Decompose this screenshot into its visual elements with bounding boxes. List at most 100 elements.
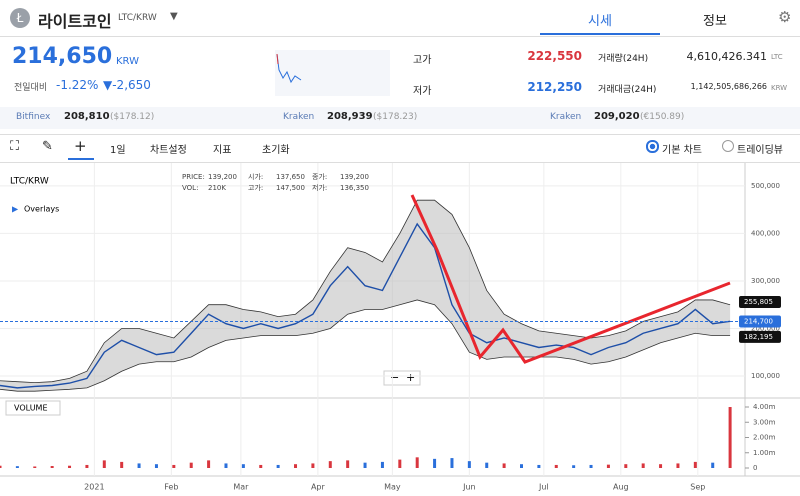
series-line <box>0 222 731 389</box>
volume-bar <box>137 463 141 468</box>
change-label: 전일대비 <box>14 83 48 93</box>
radio[interactable] <box>722 140 734 152</box>
volume-bar <box>68 465 72 468</box>
option[interactable]: 기본 차트 <box>662 145 702 156</box>
volume-bar <box>624 464 628 468</box>
volume-bar <box>398 459 402 468</box>
volume-bar <box>85 464 89 468</box>
change-pct: -1.22% <box>56 78 99 92</box>
stat-label: 거래대금(24H) <box>598 85 657 95</box>
price-tag-label: 214,700 <box>744 317 773 325</box>
stat-unit: KRW <box>771 84 788 92</box>
exchange-fx: ($178.23) <box>373 112 418 122</box>
price-tag-label: 182,195 <box>744 333 773 341</box>
stat-value: 1,142,505,686,266 <box>690 82 767 91</box>
y-tick-label: 4.00m <box>753 403 776 411</box>
y-tick-label: 3.00m <box>753 418 776 426</box>
exchange-bar <box>0 107 800 129</box>
toolbar-item[interactable]: 1일 <box>110 145 126 156</box>
x-tick-label: Mar <box>233 483 249 492</box>
price-tag-label: 255,805 <box>744 298 773 306</box>
volume-bar <box>0 465 2 468</box>
price-tag <box>739 295 781 308</box>
annotation <box>410 194 731 364</box>
volume-bar <box>659 464 663 468</box>
x-tick-label: Aug <box>613 483 629 492</box>
info-text: 210K <box>208 184 226 192</box>
option[interactable]: 트레이딩뷰 <box>737 145 783 156</box>
info-text: VOL: <box>182 184 198 192</box>
volume-bar <box>537 464 541 468</box>
overlays[interactable]: ▶ <box>12 205 19 214</box>
volume-bar <box>15 466 19 468</box>
price-tag <box>739 330 781 343</box>
y-tick-label: 1.00m <box>753 449 776 457</box>
x-tick-label: Sep <box>690 483 705 492</box>
x-tick-label: Jun <box>462 483 476 492</box>
volume-bar <box>450 458 454 468</box>
series-line <box>0 299 731 392</box>
settings[interactable]: ⚙ <box>778 8 792 26</box>
coin-title: 라이트코인 <box>38 12 112 31</box>
exchange-price: 208,939 <box>327 111 373 122</box>
info-text: PRICE: <box>182 173 205 181</box>
toolbar-item[interactable]: 초기화 <box>262 145 290 156</box>
volume-bar <box>485 462 489 468</box>
tab[interactable]: 정보 <box>703 14 727 29</box>
coin-pair: LTC/KRW <box>118 13 157 23</box>
fullscreen[interactable]: ⛶ <box>10 139 20 154</box>
volume-bar <box>328 461 332 468</box>
y-tick-label: 200,000 <box>751 324 780 332</box>
volume-bar <box>294 464 298 468</box>
divider <box>0 162 800 163</box>
stat-value: 212,250 <box>527 80 582 94</box>
x-tick-label: Jul <box>538 483 549 492</box>
volume-bar <box>259 464 263 468</box>
tab-underline <box>540 33 660 35</box>
volume-bar <box>363 462 367 468</box>
volume-bar <box>276 464 280 468</box>
info-text: 저가: <box>312 183 327 192</box>
stat-label: 거래량(24H) <box>598 54 649 64</box>
volume-box <box>5 400 61 416</box>
volume-bar <box>120 461 124 468</box>
exchange-price: 208,810 <box>64 111 110 122</box>
exchange-name: Bitfinex <box>16 112 51 122</box>
volume-bar <box>467 461 471 468</box>
volume-bar <box>311 463 315 468</box>
y-tick-label: 500,000 <box>751 182 780 190</box>
change-abs: ▼-2,650 <box>103 78 151 92</box>
volume-bar <box>554 464 558 468</box>
toolbar-item[interactable]: 차트설정 <box>150 145 187 156</box>
toolbar-item[interactable]: 지표 <box>213 145 232 156</box>
stat-value: 222,550 <box>527 49 582 63</box>
overlays-label[interactable]: Overlays <box>24 205 59 214</box>
stat-label: 고가 <box>413 55 432 66</box>
zoom-control[interactable] <box>383 370 421 386</box>
volume-bar <box>572 465 576 468</box>
stat-value: 4,610,426.341 <box>686 50 767 63</box>
volume-bar <box>346 460 350 468</box>
mini-chart <box>275 50 390 96</box>
radio[interactable] <box>646 140 659 153</box>
zoom-in[interactable]: + <box>406 371 415 384</box>
draw-tool[interactable]: ✎ <box>42 139 53 154</box>
y-tick-label: 0 <box>753 464 757 472</box>
exchange-name: Kraken <box>283 112 315 122</box>
volume-bar <box>50 466 54 468</box>
crosshair[interactable]: + <box>74 137 87 155</box>
exchange-price: 209,020 <box>594 111 640 122</box>
volume-bar <box>241 464 245 468</box>
zoom-out[interactable]: − <box>390 371 399 384</box>
info-text: 139,200 <box>340 173 369 181</box>
exchange-name: Kraken <box>550 112 582 122</box>
x-tick-label: 2021 <box>84 483 104 492</box>
info-text: 147,500 <box>276 184 305 192</box>
volume-title: VOLUME <box>14 404 48 413</box>
divider <box>0 134 800 135</box>
tab[interactable]: 시세 <box>588 14 612 29</box>
series-line <box>0 199 731 384</box>
x-tick-label: Feb <box>164 483 178 492</box>
volume-bar <box>520 464 523 468</box>
dropdown[interactable]: ▼ <box>170 11 178 22</box>
